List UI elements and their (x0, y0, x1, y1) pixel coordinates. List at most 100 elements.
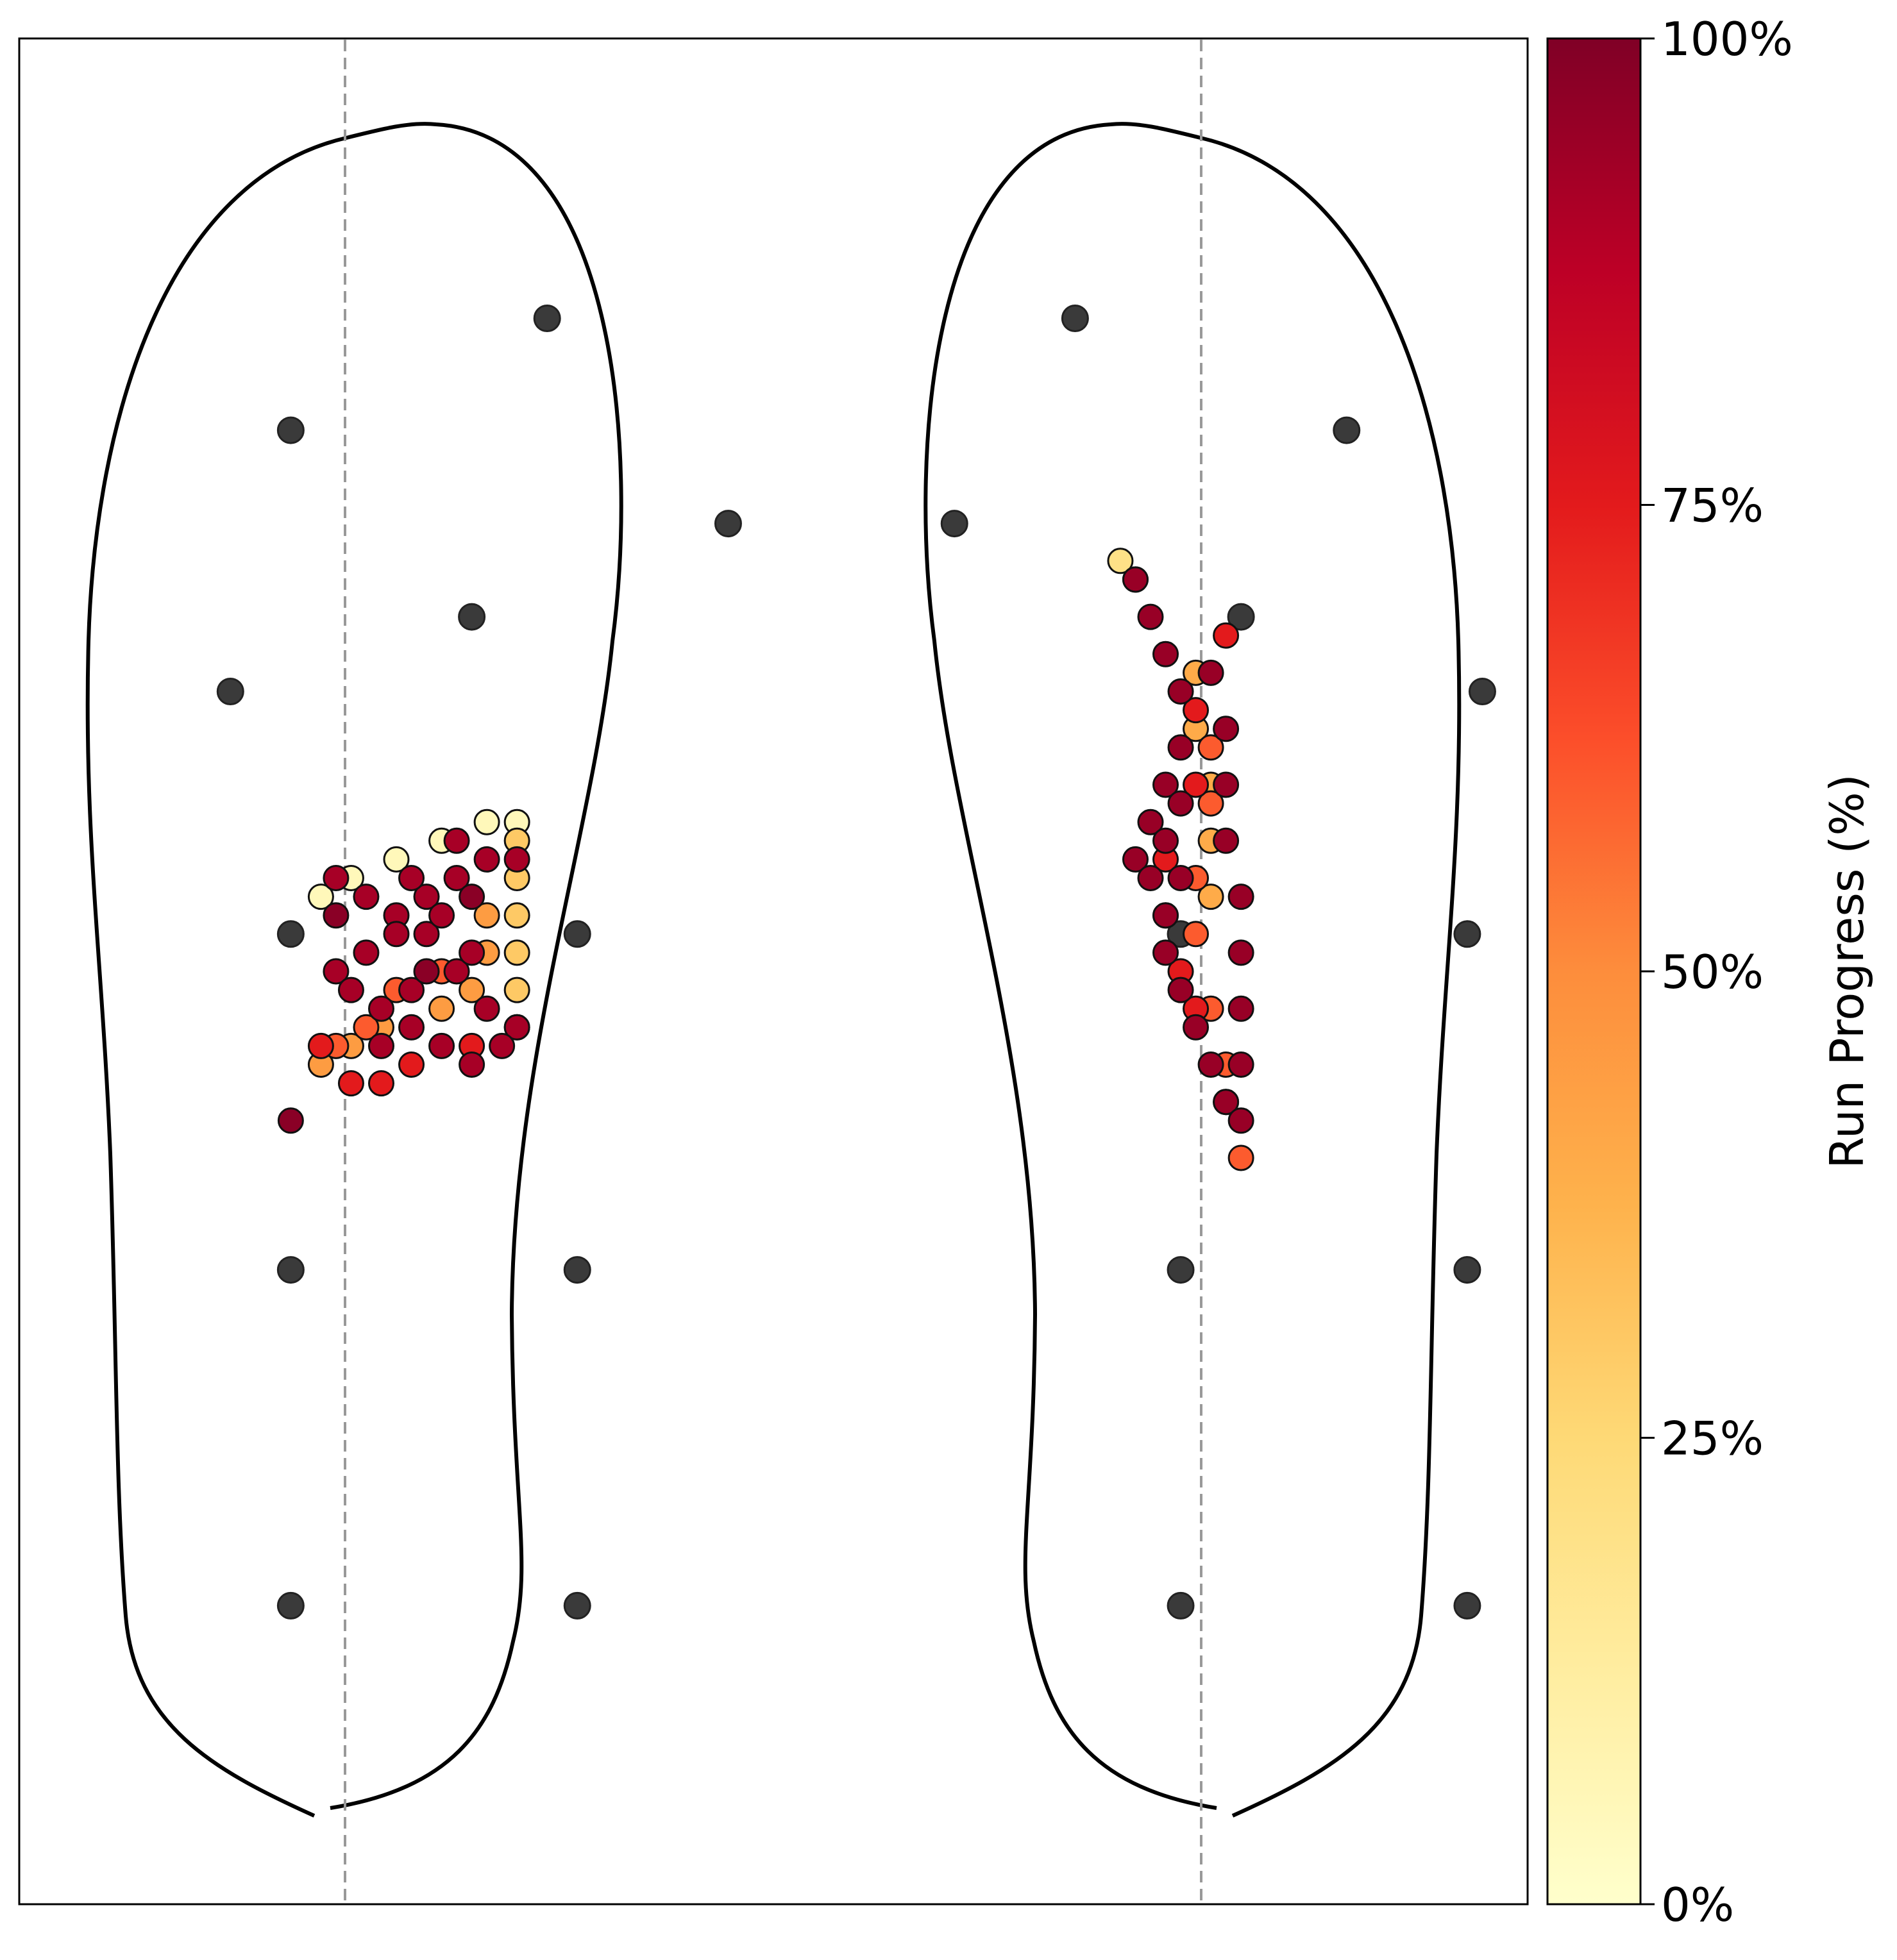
right-cop-point (1197, 790, 1224, 817)
left-cop-point (473, 995, 500, 1022)
right-cop-point (1122, 566, 1149, 593)
left-sensor-point (276, 920, 305, 948)
left-cop-point (413, 958, 440, 985)
left-cop-point (307, 884, 334, 910)
right-cop-point (1197, 659, 1224, 686)
left-cop-point (443, 827, 470, 854)
colorbar-tick-label: 25% (1661, 1412, 1764, 1466)
right-cop-point (1152, 827, 1179, 854)
left-cop-point (353, 884, 380, 910)
left-cop-point (503, 902, 530, 929)
right-sensor-point (940, 510, 968, 538)
left-cop-point (398, 865, 425, 891)
left-sensor-point (276, 1256, 305, 1284)
right-cop-point (1167, 790, 1194, 817)
right-cop-point (1227, 1144, 1254, 1171)
left-cop-point (367, 1070, 394, 1097)
left-cop-point (489, 1032, 516, 1059)
right-cop-point (1152, 771, 1179, 798)
left-sensor-point (563, 1256, 591, 1284)
left-cop-point (428, 902, 455, 929)
left-cop-point (307, 1032, 334, 1059)
left-cop-point (398, 1051, 425, 1078)
left-cop-point (473, 902, 500, 929)
colorbar-label: Run Progress (%) (1820, 774, 1874, 1169)
left-sensor-point (563, 1591, 591, 1620)
left-cop-point (428, 1032, 455, 1059)
right-cop-point (1167, 976, 1194, 1003)
left-sensor-point (276, 416, 305, 444)
right-cop-point (1152, 641, 1179, 667)
right-cop-point (1167, 734, 1194, 761)
right-cop-point (1183, 771, 1210, 798)
left-cop-point (443, 958, 470, 985)
sensor-layer (216, 305, 1496, 1620)
left-cop-point (383, 846, 410, 873)
left-cop-point (459, 1051, 485, 1078)
left-cop-point (428, 995, 455, 1022)
plot-frame (18, 37, 1529, 1906)
right-sensor-point (1453, 1591, 1481, 1620)
right-cop-point (1213, 1089, 1240, 1116)
right-cop-point (1152, 902, 1179, 929)
left-cop-point (443, 865, 470, 891)
left-cop-point (367, 995, 394, 1022)
left-cop-point (459, 884, 485, 910)
left-cop-point (503, 846, 530, 873)
right-cop-point (1107, 548, 1134, 574)
left-insole-outline (85, 122, 623, 1818)
right-cop-point (1137, 603, 1164, 630)
left-sensor-point (563, 920, 591, 948)
right-sensor-point (1167, 1591, 1195, 1620)
right-cop-point (1167, 865, 1194, 891)
left-cop-point (459, 976, 485, 1003)
left-sensor-point (533, 305, 561, 332)
left-cop-point (323, 865, 350, 891)
right-cop-point (1227, 1051, 1254, 1078)
right-cop-point (1183, 1014, 1210, 1041)
left-cop-point (353, 939, 380, 966)
colorbar-ticks: 0% 25% 50% 75% 100% (1640, 12, 1793, 1932)
right-cop-point (1227, 1107, 1254, 1134)
left-cop-point (503, 1014, 530, 1041)
left-sensor-point (714, 510, 742, 538)
left-cop-point (323, 902, 350, 929)
right-sensor-point (1227, 603, 1255, 631)
right-cop-point (1227, 884, 1254, 910)
right-cop-point (1152, 939, 1179, 966)
colorbar (1546, 37, 1642, 1906)
right-cop-point (1197, 1051, 1224, 1078)
colorbar-tick-label: 75% (1661, 479, 1764, 533)
right-cop-point (1227, 939, 1254, 966)
right-cop-point (1197, 734, 1224, 761)
left-cop-point (459, 939, 485, 966)
left-cop-point (367, 1032, 394, 1059)
left-cop-point (383, 921, 410, 948)
left-cop-point (473, 846, 500, 873)
left-cop-point (353, 1014, 380, 1041)
left-sensor-point (216, 678, 244, 705)
left-sensor-point (458, 603, 486, 631)
insole-outlines (85, 122, 1462, 1818)
right-sensor-point (1468, 678, 1496, 705)
right-cop-point (1213, 827, 1240, 854)
right-cop-point (1122, 846, 1149, 873)
right-cop-point (1227, 995, 1254, 1022)
cop-trace-layer (277, 548, 1254, 1171)
right-cop-point (1167, 678, 1194, 705)
right-cop-point (1197, 884, 1224, 910)
right-cop-point (1183, 921, 1210, 948)
right-cop-point (1213, 716, 1240, 742)
right-sensor-point (1333, 416, 1361, 444)
left-cop-point (413, 921, 440, 948)
right-cop-point (1137, 808, 1164, 835)
right-sensor-point (1453, 920, 1481, 948)
right-sensor-point (1453, 1256, 1481, 1284)
left-cop-point (337, 976, 364, 1003)
left-cop-point (503, 976, 530, 1003)
left-cop-point (503, 939, 530, 966)
right-cop-point (1213, 622, 1240, 649)
right-sensor-point (1167, 1256, 1195, 1284)
right-cop-point (1183, 697, 1210, 724)
